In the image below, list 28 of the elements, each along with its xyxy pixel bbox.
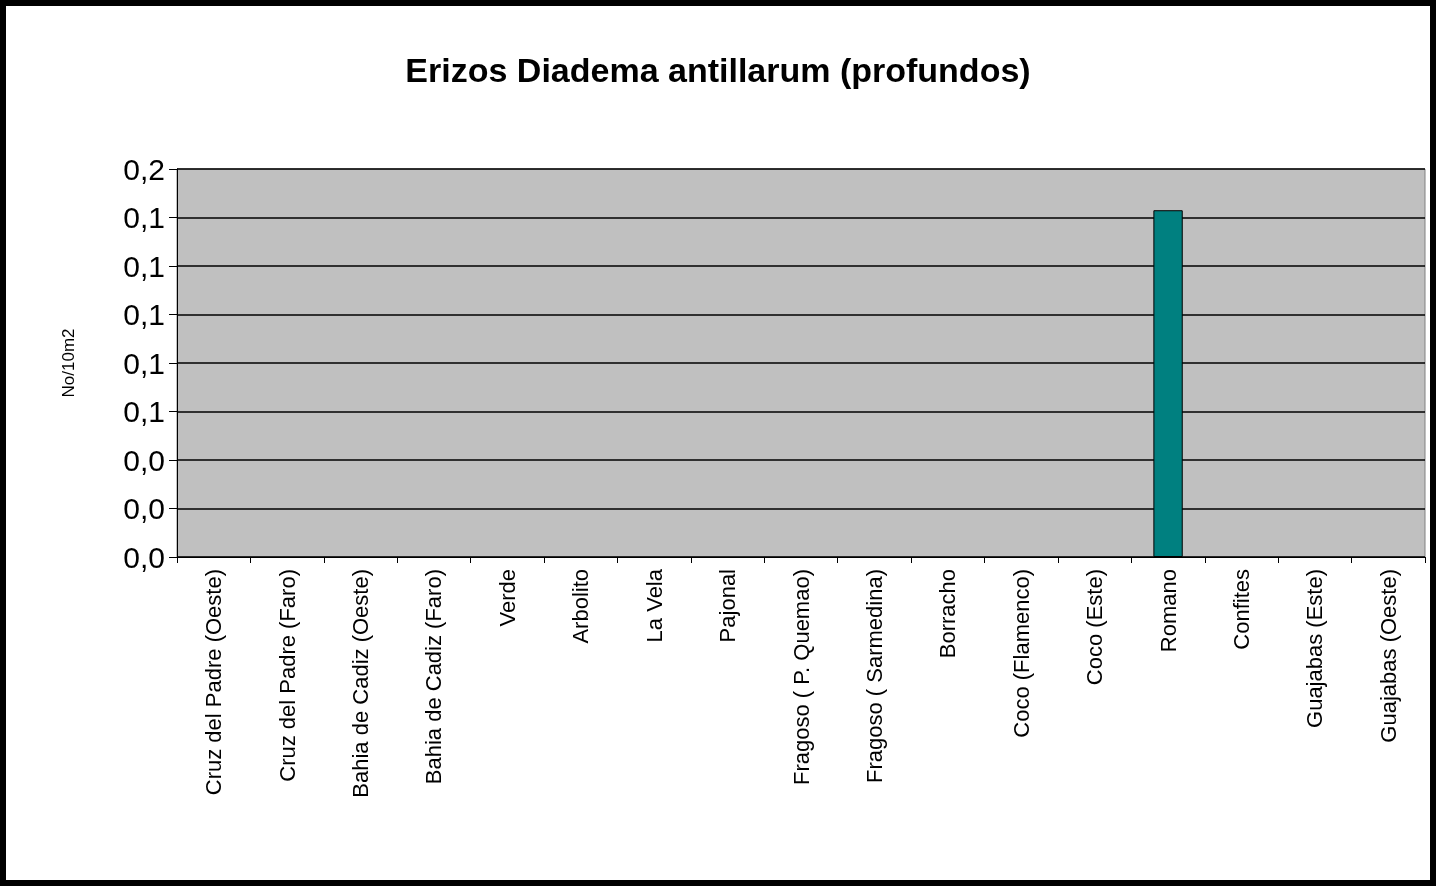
x-tick-label: Cruz del Padre (Faro) <box>274 569 300 782</box>
x-tick-label: Verde <box>494 569 520 627</box>
x-tick-label: Pajonal <box>715 569 741 643</box>
y-axis-title: No/10m2 <box>59 328 78 398</box>
y-tick-label: 0,1 <box>123 395 165 428</box>
x-tick-label: Romano <box>1155 569 1181 653</box>
x-tick-label: Confites <box>1228 569 1254 650</box>
x-tick-label: Guajabas (Este) <box>1302 569 1328 728</box>
x-tick-label: La Vela <box>641 568 667 643</box>
y-tick-label: 0,0 <box>123 492 165 525</box>
y-tick-label: 0,2 <box>123 152 165 186</box>
x-tick-label: Coco (Este) <box>1082 569 1108 686</box>
y-tick-label: 0,1 <box>123 298 165 331</box>
x-tick-label: Cruz del Padre (Oeste) <box>201 569 227 796</box>
y-tick-label: 0,1 <box>123 201 165 234</box>
x-tick-label: Coco (Flamenco) <box>1008 569 1034 738</box>
x-tick-label: Borracho <box>935 569 961 659</box>
x-tick-label: Fragoso ( Sarmedina) <box>861 569 887 783</box>
y-tick-label: 0,0 <box>123 540 165 574</box>
y-tick-label: 0,0 <box>123 443 165 477</box>
chart-title: Erizos Diadema antillarum (profundos) <box>405 51 1031 89</box>
x-tick-label: Bahia de Cadiz (Faro) <box>421 569 447 785</box>
x-tick-label: Fragoso ( P. Quemao) <box>788 569 814 786</box>
x-tick-label: Bahia de Cadiz (Oeste) <box>348 569 374 798</box>
x-tick-label: Guajabas (Oeste) <box>1375 569 1401 743</box>
y-tick-label: 0,1 <box>123 249 165 283</box>
y-tick-label: 0,1 <box>123 346 165 380</box>
x-tick-label: Arbolito <box>568 569 594 644</box>
